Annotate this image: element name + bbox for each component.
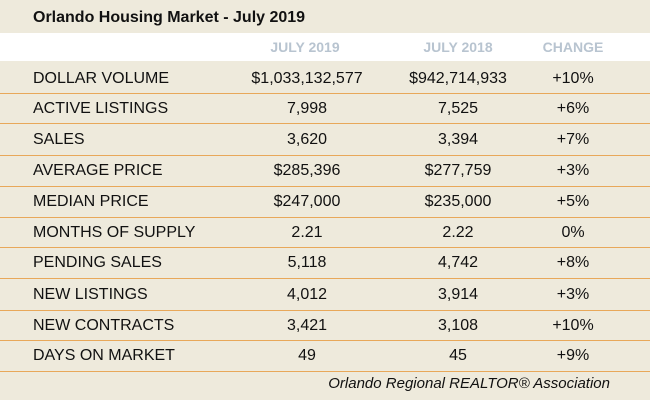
table-row: MONTHS OF SUPPLY 2.21 2.22 0% bbox=[0, 218, 650, 248]
cell-previous: $235,000 bbox=[424, 193, 492, 210]
cell-current: 4,012 bbox=[286, 285, 328, 303]
cell-label: SALES bbox=[33, 130, 85, 148]
cell-previous: 3,914 bbox=[437, 285, 479, 303]
column-header-change: CHANGE bbox=[542, 39, 604, 55]
cell-current: $247,000 bbox=[273, 193, 341, 210]
cell-previous: $277,759 bbox=[424, 162, 492, 179]
table-row: NEW LISTINGS 4,012 3,914 +3% bbox=[0, 279, 650, 311]
cell-current: $285,396 bbox=[273, 162, 341, 179]
table-row: ACTIVE LISTINGS 7,998 7,525 +6% bbox=[0, 94, 650, 124]
page-title: Orlando Housing Market - July 2019 bbox=[33, 9, 306, 26]
cell-label: PENDING SALES bbox=[33, 254, 162, 271]
cell-previous: 3,108 bbox=[437, 316, 479, 334]
table-row: NEW CONTRACTS 3,421 3,108 +10% bbox=[0, 311, 650, 341]
table-row: DOLLAR VOLUME $1,033,132,577 $942,714,933 +… bbox=[0, 64, 650, 94]
cell-current: 3,620 bbox=[286, 130, 328, 148]
cell-current: 2.21 bbox=[291, 223, 323, 241]
market-stats-table: DOLLAR VOLUME $1,033,132,577 $942,714,933 +… bbox=[0, 64, 650, 372]
cell-previous: 2.22 bbox=[442, 223, 474, 241]
cell-change: +8% bbox=[556, 254, 590, 271]
cell-change: +3% bbox=[556, 285, 590, 303]
cell-previous: 3,394 bbox=[437, 130, 479, 148]
cell-previous: $942,714,933 bbox=[409, 69, 507, 87]
cell-current: 7,998 bbox=[286, 99, 328, 117]
cell-change: +3% bbox=[556, 162, 590, 179]
column-header-current: JULY 2019 bbox=[270, 39, 340, 55]
cell-change: +9% bbox=[556, 347, 590, 364]
cell-current: 3,421 bbox=[286, 316, 328, 334]
cell-label: DAYS ON MARKET bbox=[33, 347, 175, 364]
cell-label: DOLLAR VOLUME bbox=[33, 69, 170, 87]
cell-previous: 45 bbox=[449, 347, 467, 364]
cell-label: NEW LISTINGS bbox=[33, 285, 148, 303]
cell-label: MONTHS OF SUPPLY bbox=[33, 223, 196, 241]
cell-label: ACTIVE LISTINGS bbox=[33, 99, 169, 117]
cell-change: +10% bbox=[552, 316, 594, 334]
cell-current: 5,118 bbox=[287, 254, 327, 271]
cell-previous: 7,525 bbox=[437, 99, 479, 117]
cell-change: +5% bbox=[556, 193, 590, 210]
cell-change: +6% bbox=[556, 99, 590, 117]
column-header-row: JULY 2019 JULY 2018 CHANGE bbox=[0, 33, 650, 61]
table-row: DAYS ON MARKET 49 45 +9% bbox=[0, 341, 650, 372]
table-row: MEDIAN PRICE $247,000 $235,000 +5% bbox=[0, 187, 650, 218]
cell-change: 0% bbox=[561, 223, 585, 241]
cell-change: +10% bbox=[552, 69, 594, 87]
cell-label: NEW CONTRACTS bbox=[33, 316, 175, 334]
cell-change: +7% bbox=[556, 130, 590, 148]
table-row: PENDING SALES 5,118 4,742 +8% bbox=[0, 248, 650, 279]
column-header-previous: JULY 2018 bbox=[423, 39, 493, 55]
table-row: SALES 3,620 3,394 +7% bbox=[0, 124, 650, 156]
cell-previous: 4,742 bbox=[437, 254, 479, 271]
table-row: AVERAGE PRICE $285,396 $277,759 +3% bbox=[0, 156, 650, 187]
cell-label: MEDIAN PRICE bbox=[33, 193, 149, 210]
cell-current: 49 bbox=[298, 347, 316, 364]
cell-label: AVERAGE PRICE bbox=[33, 162, 163, 179]
cell-current: $1,033,132,577 bbox=[251, 69, 363, 87]
source-attribution: Orlando Regional REALTOR® Association bbox=[328, 375, 610, 392]
